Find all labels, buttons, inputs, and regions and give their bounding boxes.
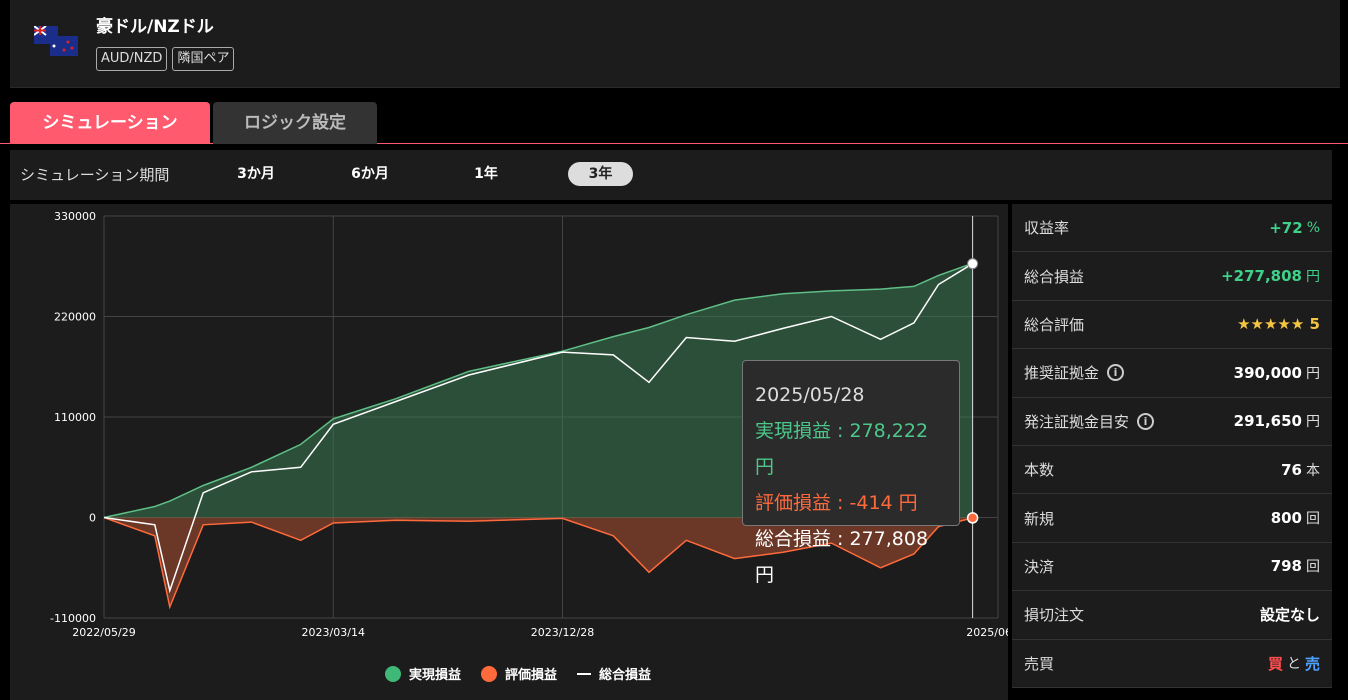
legend-unrealized[interactable]: 評価損益 [481, 664, 557, 683]
tag-currency-code: AUD/NZD [96, 47, 168, 71]
x-tick-label: 2025/06/29 [966, 626, 1008, 639]
tooltip-total: 総合損益 : 277,808 円 [755, 528, 929, 586]
tab-simulation[interactable]: シミュレーション [10, 102, 210, 144]
info-icon[interactable]: i [1137, 412, 1155, 430]
series-line-unrealized [103, 516, 973, 610]
series-area-unrealized [104, 517, 973, 607]
stat-total-pnl: 総合損益 +277,808 円 [1012, 252, 1332, 301]
period-selector: シミュレーション期間 3か月 6か月 1年 3年 [10, 150, 1332, 200]
series-line-realized [103, 262, 973, 519]
chart-legend: 実現損益 評価損益 総合損益 [385, 664, 651, 683]
legend-total-swatch [577, 672, 592, 675]
unrealized-marker [966, 512, 979, 524]
info-icon[interactable]: i [1107, 364, 1125, 382]
stat-recommended-margin: 推奨証拠金 i 390,000 円 [1012, 349, 1332, 398]
y-tick-label: 220000 [54, 311, 96, 324]
stat-order-margin: 発注証拠金目安 i 291,650 円 [1012, 397, 1332, 446]
tab-bar: シミュレーション ロジック設定 ? [0, 102, 1348, 230]
pair-header: 豪ドル/NZドル AUD/NZD 隣国ペア [10, 0, 1340, 88]
stat-count: 本数 76 本 [1012, 445, 1332, 495]
y-tick-label: 110000 [54, 411, 96, 424]
tab-logic-settings[interactable]: ロジック設定 [213, 102, 377, 144]
stat-new-orders: 新規 800 回 [1012, 494, 1332, 543]
period-1y-button[interactable]: 1年 [474, 166, 498, 182]
stat-return-rate: 収益率 +72% [1012, 204, 1332, 253]
y-tick-label: -110000 [50, 612, 96, 625]
legend-realized[interactable]: 実現損益 [385, 664, 461, 683]
stats-panel: 収益率 +72% 総合損益 +277,808 円 総合評価 ★★★★★ 5 推奨証拠金 i… [1012, 204, 1332, 694]
x-tick-label: 2022/05/29 [72, 626, 135, 639]
y-tick-label: 0 [89, 512, 96, 525]
tooltip-unrealized: 評価損益 : -414 円 [755, 492, 918, 514]
stat-rating: 総合評価 ★★★★★ 5 [1012, 300, 1332, 350]
stat-stoploss: 損切注文 設定なし [1012, 591, 1332, 640]
period-3m-button[interactable]: 3か月 [237, 166, 275, 182]
x-tick-label: 2023/12/28 [531, 626, 594, 639]
y-tick-label: 330000 [54, 210, 96, 223]
stat-trade-side: 売買買と売 [1012, 639, 1332, 688]
x-tick-label: 2023/03/14 [302, 626, 365, 639]
series-line-total [103, 263, 973, 594]
chart-tooltip: 2025/05/28 実現損益 : 278,222 円 評価損益 : -414 … [742, 360, 960, 586]
tooltip-realized: 実現損益 : 278,222 円 [755, 420, 929, 478]
tag-category: 隣国ペア [172, 47, 235, 71]
tooltip-date: 2025/05/28 [755, 384, 865, 406]
pair-title: 豪ドル/NZドル [96, 17, 214, 37]
aud-nzd-flag-icon [34, 26, 78, 56]
period-6m-button[interactable]: 6か月 [351, 166, 389, 182]
legend-total[interactable]: 総合損益 [577, 664, 651, 683]
period-3y-button[interactable]: 3年 [568, 162, 633, 186]
period-label: シミュレーション期間 [20, 166, 170, 184]
legend-unrealized-swatch [481, 665, 498, 682]
total-marker [967, 258, 979, 270]
stat-settled: 決済 798 回 [1012, 542, 1332, 592]
legend-realized-swatch [385, 665, 401, 682]
